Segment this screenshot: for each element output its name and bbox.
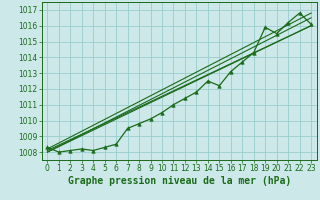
X-axis label: Graphe pression niveau de la mer (hPa): Graphe pression niveau de la mer (hPa) [68,176,291,186]
